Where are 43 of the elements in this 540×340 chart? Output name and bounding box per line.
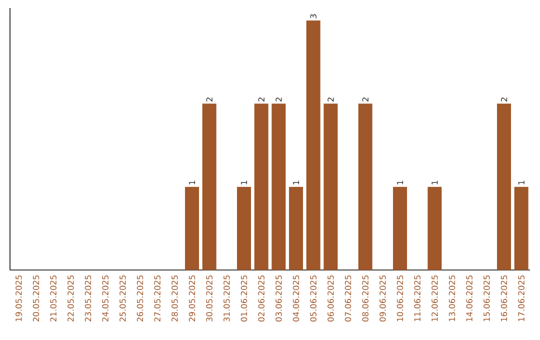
- data-label: 2: [328, 98, 334, 102]
- data-label: 1: [518, 180, 524, 184]
- data-label: 2: [500, 98, 508, 102]
- x-tick-label: 09.06.2025: [380, 275, 386, 322]
- x-tick-label: 25.05.2025: [120, 275, 126, 322]
- data-label: 2: [276, 98, 282, 102]
- x-tick-label: 08.06.2025: [362, 275, 368, 322]
- x-tick-label: 23.05.2025: [84, 275, 92, 322]
- x-tick-label: 06.06.2025: [328, 275, 334, 322]
- x-tick-label: 01.06.2025: [240, 275, 248, 322]
- x-tick-label: 29.05.2025: [188, 275, 196, 322]
- x-tick-label: 12.06.2025: [432, 275, 438, 322]
- x-tick-label: 07.06.2025: [344, 275, 352, 322]
- data-label: 2: [362, 98, 368, 102]
- x-tick-label: 27.05.2025: [154, 275, 160, 322]
- x-tick-label: 22.05.2025: [68, 275, 74, 322]
- data-label: 1: [396, 180, 404, 184]
- x-tick-label: 19.05.2025: [16, 275, 22, 322]
- x-tick-label: 03.06.2025: [276, 275, 282, 322]
- x-tick-label: 20.05.2025: [32, 275, 40, 322]
- x-tick-label: 24.05.2025: [102, 275, 108, 322]
- x-tick-label: 02.06.2025: [258, 275, 264, 322]
- x-tick-label: 11.06.2025: [414, 275, 420, 322]
- x-tick-label: 21.05.2025: [50, 275, 56, 322]
- data-label: 1: [188, 180, 196, 184]
- x-tick-label: 15.06.2025: [484, 275, 490, 322]
- data-label: 2: [206, 98, 212, 102]
- data-label: 1: [432, 180, 438, 184]
- x-tick-label: 17.06.2025: [518, 275, 524, 322]
- x-tick-label: 13.06.2025: [448, 275, 456, 322]
- x-tick-label: 04.06.2025: [292, 275, 300, 322]
- data-label: 3: [310, 14, 316, 18]
- data-label: 1: [240, 180, 248, 184]
- x-tick-label: 14.06.2025: [466, 275, 472, 322]
- x-tick-label: 10.06.2025: [396, 275, 404, 322]
- data-label: 1: [292, 180, 300, 184]
- x-tick-label: 26.05.2025: [136, 275, 144, 322]
- data-label: 2: [258, 98, 264, 102]
- x-tick-label: 30.05.2025: [206, 275, 212, 322]
- x-tick-label: 16.06.2025: [500, 275, 508, 322]
- x-tick-label: 31.05.2025: [224, 275, 230, 322]
- x-tick-label: 05.06.2025: [310, 275, 316, 322]
- x-tick-label: 28.05.2025: [172, 275, 178, 322]
